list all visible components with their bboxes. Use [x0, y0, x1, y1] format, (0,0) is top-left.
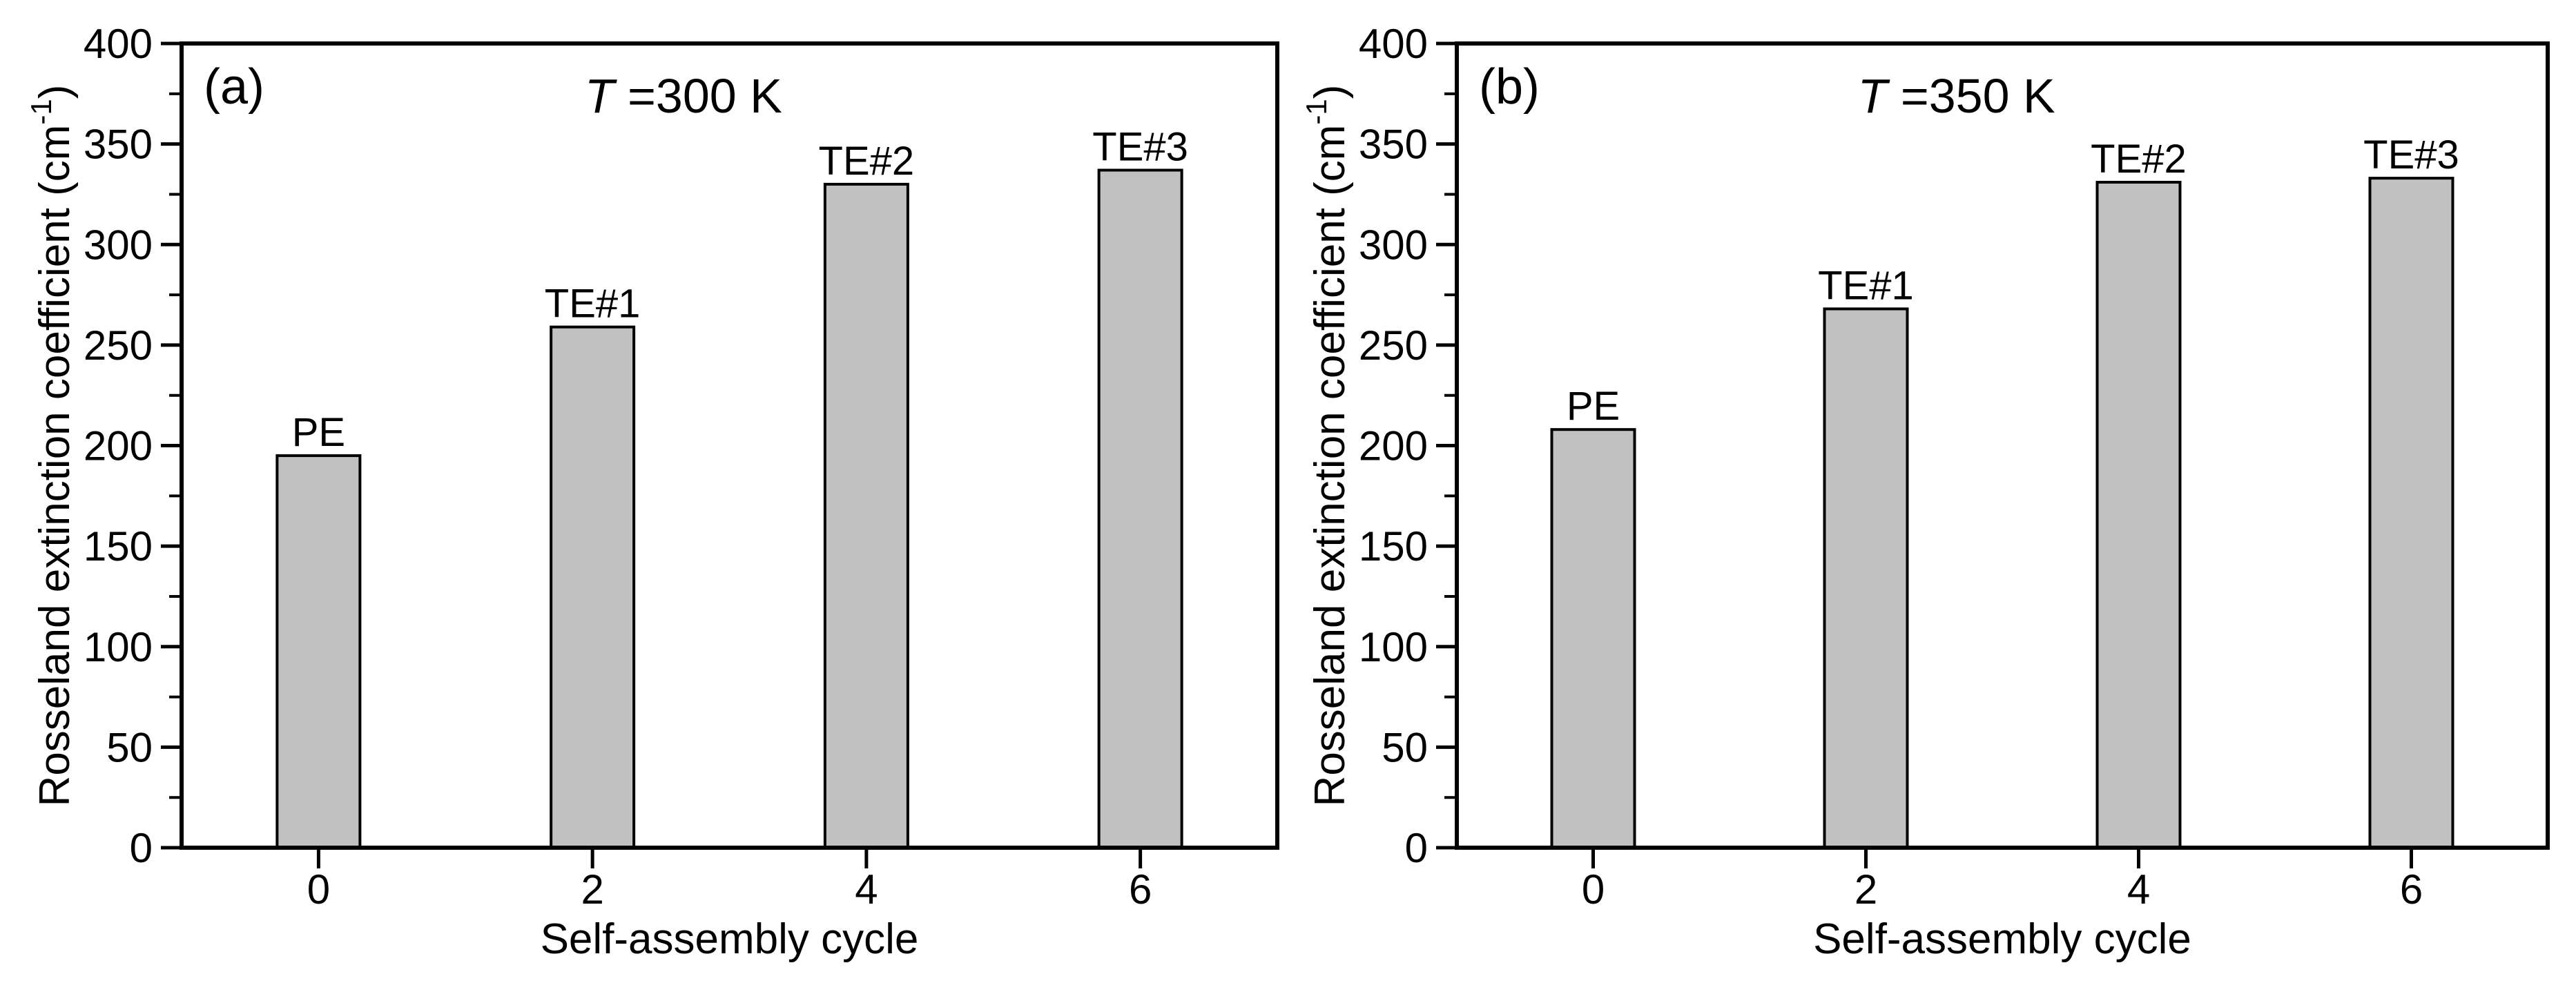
x-tick-label: 6	[2400, 866, 2423, 913]
x-tick-label: 4	[2127, 866, 2150, 913]
y-tick-label: 250	[1359, 322, 1428, 369]
x-tick-label: 0	[307, 866, 330, 913]
y-axis-label: Rosseland extinction coefficient (cm-1)	[25, 85, 79, 807]
bar-label-PE: PE	[1567, 384, 1620, 429]
y-tick-label: 200	[84, 423, 153, 469]
y-tick-label: 300	[1359, 222, 1428, 268]
panel-a: PE TE#1 TE#2 TE#3 0 50 100 150 200 250 300 350 400 0 2…	[25, 21, 1279, 963]
y-tick-label: 350	[1359, 121, 1428, 168]
panel-b: PE TE#1 TE#2 TE#3 0 50 100 150 200 250 300 350 400 0 2…	[1300, 21, 2550, 963]
y-tick-label: 0	[130, 825, 153, 871]
bar-PE	[1550, 428, 1636, 849]
bar-label-TE#3: TE#3	[1092, 124, 1188, 169]
panel-letter: (a)	[204, 59, 264, 115]
y-tick-label: 50	[1382, 724, 1428, 770]
y-tick-label: 400	[1359, 21, 1428, 67]
bar-label-TE#1: TE#1	[1818, 263, 1914, 308]
x-tick-label: 4	[855, 866, 878, 913]
bar-label-TE#2: TE#2	[819, 139, 915, 184]
bar-TE#3	[1097, 168, 1183, 850]
bar-label-TE#3: TE#3	[2363, 133, 2459, 177]
bar-label-TE#2: TE#2	[2091, 137, 2187, 182]
panel-title: T =300 K	[585, 69, 782, 123]
panel-letter: (b)	[1479, 59, 1540, 115]
bar-TE#2	[823, 182, 909, 849]
y-tick-label: 100	[84, 624, 153, 670]
y-tick-label: 150	[84, 523, 153, 570]
bar-label-TE#1: TE#1	[545, 282, 641, 327]
y-tick-label: 50	[106, 724, 153, 770]
y-tick-label: 250	[84, 322, 153, 369]
y-tick-label: 150	[1359, 523, 1428, 570]
y-tick-label: 200	[1359, 423, 1428, 469]
bar-TE#1	[1823, 307, 1909, 849]
y-tick-label: 100	[1359, 624, 1428, 670]
y-tick-label: 0	[1405, 825, 1428, 871]
x-tick-label: 6	[1129, 866, 1152, 913]
bar-TE#1	[550, 325, 636, 850]
bar-TE#2	[2095, 180, 2182, 849]
y-tick-label: 350	[84, 121, 153, 168]
y-tick-label: 300	[84, 222, 153, 268]
x-axis-label: Self-assembly cycle	[541, 915, 919, 963]
bar-label-PE: PE	[292, 410, 345, 455]
y-axis-label: Rosseland extinction coefficient (cm-1)	[1300, 85, 1354, 807]
y-tick-label: 400	[84, 21, 153, 67]
x-axis-label: Self-assembly cycle	[1813, 915, 2191, 963]
x-tick-label: 0	[1582, 866, 1605, 913]
x-tick-label: 2	[1854, 866, 1877, 913]
bar-TE#3	[2368, 177, 2454, 849]
bar-PE	[275, 454, 362, 849]
x-tick-label: 2	[581, 866, 603, 913]
panel-title: T =350 K	[1858, 69, 2055, 123]
